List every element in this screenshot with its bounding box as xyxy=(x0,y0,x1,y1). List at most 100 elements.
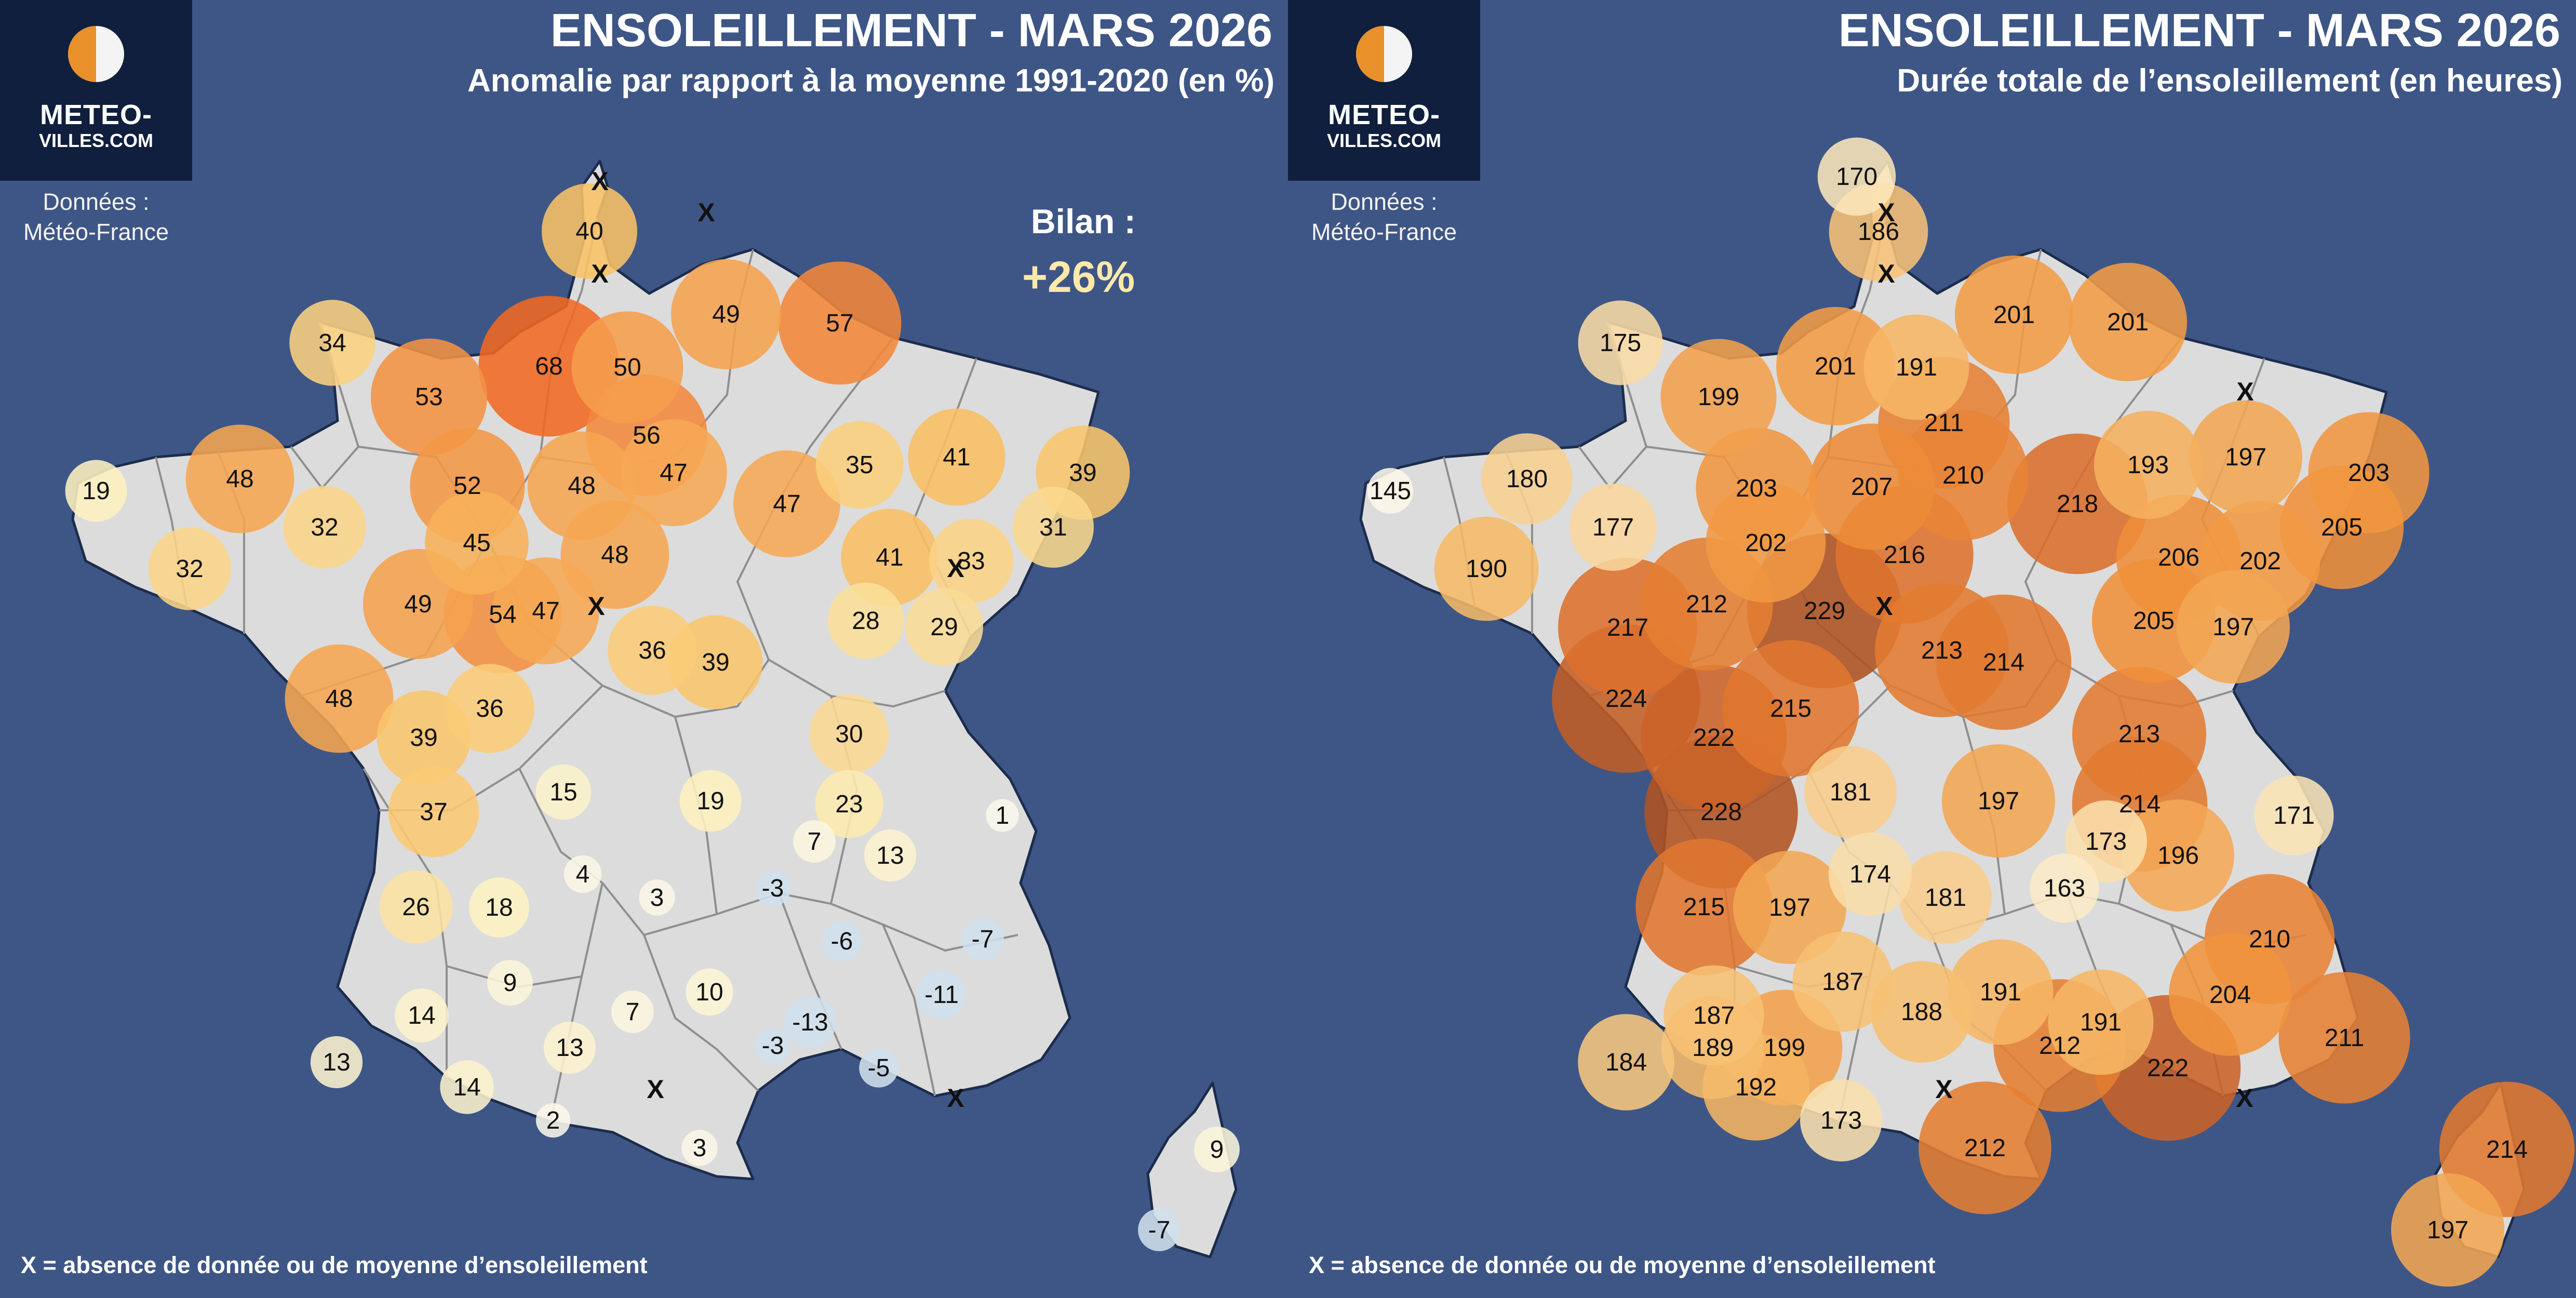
station-value: 215 xyxy=(1683,893,1725,921)
half-sun-icon xyxy=(68,26,124,82)
station-bubble xyxy=(1863,314,1969,420)
station-value: 212 xyxy=(1964,1134,2006,1162)
missing-data-marker: X xyxy=(1877,259,1895,288)
station-value: 37 xyxy=(420,798,447,826)
station-bubble xyxy=(1434,516,1539,621)
station-bubble xyxy=(809,694,889,774)
station-value: 7 xyxy=(626,998,640,1026)
station-bubble xyxy=(2189,400,2302,514)
missing-data-marker: X xyxy=(587,592,605,621)
station-value: 181 xyxy=(1925,884,1966,912)
station-value: 191 xyxy=(2080,1009,2122,1036)
station-bubble xyxy=(440,1060,494,1114)
station-bubble xyxy=(487,960,533,1006)
station-bubble xyxy=(535,1103,571,1138)
station-value: 56 xyxy=(633,422,660,449)
station-value: 175 xyxy=(1600,329,1641,357)
missing-data-marker: X xyxy=(1935,1075,1952,1104)
station-bubble xyxy=(686,968,733,1016)
data-source: Données : Météo-France xyxy=(0,187,192,247)
station-bubble xyxy=(1776,307,1895,425)
station-value: 191 xyxy=(1980,979,2021,1006)
source-line1: Données : xyxy=(43,189,150,215)
station-bubble xyxy=(1875,583,2009,717)
station-bubble xyxy=(1871,961,1973,1063)
station-value: 211 xyxy=(2325,1024,2365,1052)
station-bubble xyxy=(285,644,394,753)
station-value: 49 xyxy=(712,301,740,328)
station-bubble xyxy=(639,879,675,916)
right-subtitle: Durée totale de l’ensoleillement (en heu… xyxy=(1897,63,2562,99)
station-value: 32 xyxy=(311,514,338,541)
station-value: 7 xyxy=(808,828,822,855)
station-bubble xyxy=(2278,972,2410,1104)
station-bubble xyxy=(2177,570,2290,684)
station-bubble xyxy=(611,991,654,1033)
station-bubble xyxy=(2122,799,2234,912)
station-value: 181 xyxy=(1830,779,1871,806)
station-value: 1 xyxy=(996,802,1010,829)
station-bubble xyxy=(2308,412,2430,533)
missing-data-marker: X xyxy=(947,554,964,583)
region-border xyxy=(882,924,936,1096)
station-bubble xyxy=(733,450,840,557)
station-value: 199 xyxy=(1764,1034,1805,1062)
station-bubble xyxy=(1804,746,1897,838)
station-value: 204 xyxy=(2209,981,2251,1009)
station-bubble xyxy=(755,1027,791,1064)
station-bubble xyxy=(1808,423,1935,550)
missing-data-marker: X xyxy=(591,167,608,196)
station-bubble xyxy=(542,183,637,279)
station-bubble xyxy=(755,870,791,906)
station-value: 47 xyxy=(532,597,559,625)
station-value: 57 xyxy=(826,310,853,337)
station-value: 48 xyxy=(601,541,628,569)
anomaly-bubbles: 6857565453525049494848484847474745414140… xyxy=(65,183,1240,1251)
station-bubble xyxy=(148,527,231,610)
station-value: 3 xyxy=(693,1134,707,1162)
station-bubble xyxy=(1635,838,1773,975)
station-bubble xyxy=(1800,1079,1882,1161)
station-bubble xyxy=(310,1036,363,1089)
left-footnote: X = absence de donnée ou de moyenne d’en… xyxy=(21,1252,648,1278)
station-bubble xyxy=(2030,853,2099,923)
station-bubble xyxy=(1578,1014,1674,1110)
logo-line2: VILLES.COM xyxy=(38,130,153,151)
hours-bubbles: 229 228 224 222 222 218 217 216 215 215 214 214 214 2… xyxy=(1367,137,2575,1287)
station-value: 189 xyxy=(1692,1034,1734,1062)
station-bubble xyxy=(1663,965,1764,1066)
station-bubble xyxy=(2094,411,2202,519)
data-source-right: Données : Météo-France xyxy=(1288,187,1480,247)
station-value: 199 xyxy=(1698,383,1739,411)
station-bubble xyxy=(370,338,488,456)
station-bubble xyxy=(681,1130,718,1166)
station-value: 48 xyxy=(568,472,595,500)
station-value: 224 xyxy=(1605,685,1647,713)
station-value: 222 xyxy=(2147,1054,2189,1082)
station-bubble xyxy=(1792,931,1893,1032)
logo-box-right: METEO- VILLES.COM xyxy=(1288,0,1480,181)
station-value: 47 xyxy=(773,490,800,518)
source-line2: Météo-France xyxy=(1311,219,1457,245)
station-value: 197 xyxy=(2212,613,2254,641)
station-value: 210 xyxy=(2249,926,2290,953)
station-bubble xyxy=(608,606,697,695)
missing-data-marker: X xyxy=(947,1083,964,1113)
missing-data-marker: X xyxy=(647,1075,664,1104)
station-bubble xyxy=(821,920,863,962)
station-value: 214 xyxy=(2119,791,2161,818)
logo-line1: METEO- xyxy=(1328,99,1440,130)
left-title: ENSOLEILLEMENT - MARS 2026 xyxy=(550,5,1272,57)
station-bubble xyxy=(1722,640,1859,777)
station-value: 197 xyxy=(2427,1216,2468,1244)
station-value: 214 xyxy=(2486,1136,2528,1163)
station-bubble xyxy=(905,588,983,666)
station-value: 145 xyxy=(1370,477,1411,505)
station-bubble xyxy=(827,582,904,659)
station-value: 53 xyxy=(415,383,442,411)
station-value: 32 xyxy=(176,555,203,583)
station-value: -5 xyxy=(868,1054,890,1082)
station-value: 205 xyxy=(2321,514,2363,541)
left-subtitle: Anomalie par rapport à la moyenne 1991-2… xyxy=(467,63,1274,99)
station-bubble xyxy=(620,419,727,526)
